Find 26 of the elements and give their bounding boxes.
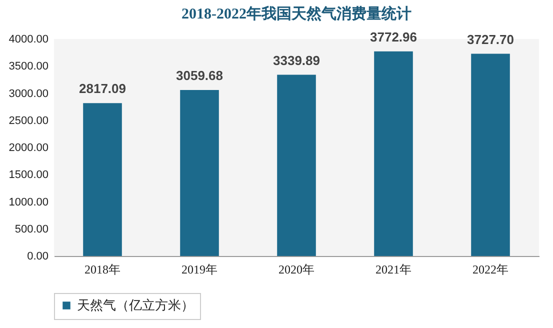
y-tick-label: 3000.00 [8, 88, 48, 100]
text: 3339.89 [273, 52, 320, 68]
y-tick-label: 1000.00 [8, 196, 48, 208]
text: 3727.70 [467, 32, 514, 47]
x-tick-label: 2022年 [472, 262, 508, 276]
y-tick-label: 500.00 [14, 223, 48, 236]
text: 2817.09 [79, 81, 126, 96]
y-tick-label: 2000.00 [8, 142, 48, 154]
legend-label: 天然气（亿立方米） [77, 298, 194, 312]
y-tick-label: 3500.00 [8, 60, 48, 73]
x-tick-label: 2018年 [84, 262, 120, 276]
y-tick-label: 4000.00 [8, 34, 48, 46]
y-tick-label: 1500.00 [8, 169, 48, 182]
bar [277, 74, 316, 256]
x-tick-label: 2021年 [376, 262, 412, 276]
bar [83, 103, 122, 256]
bar [374, 51, 413, 256]
bar [471, 54, 510, 256]
x-tick-label: 2019年 [182, 262, 218, 276]
text: 3059.68 [176, 68, 223, 84]
y-tick-label: 0.00 [27, 250, 48, 262]
text: 3772.96 [370, 29, 417, 44]
y-tick-label: 2500.00 [8, 114, 48, 127]
bar [180, 90, 219, 256]
chart-title: 2018-2022年我国天然气消费量统计 [182, 5, 412, 22]
x-tick-label: 2020年 [278, 262, 314, 276]
